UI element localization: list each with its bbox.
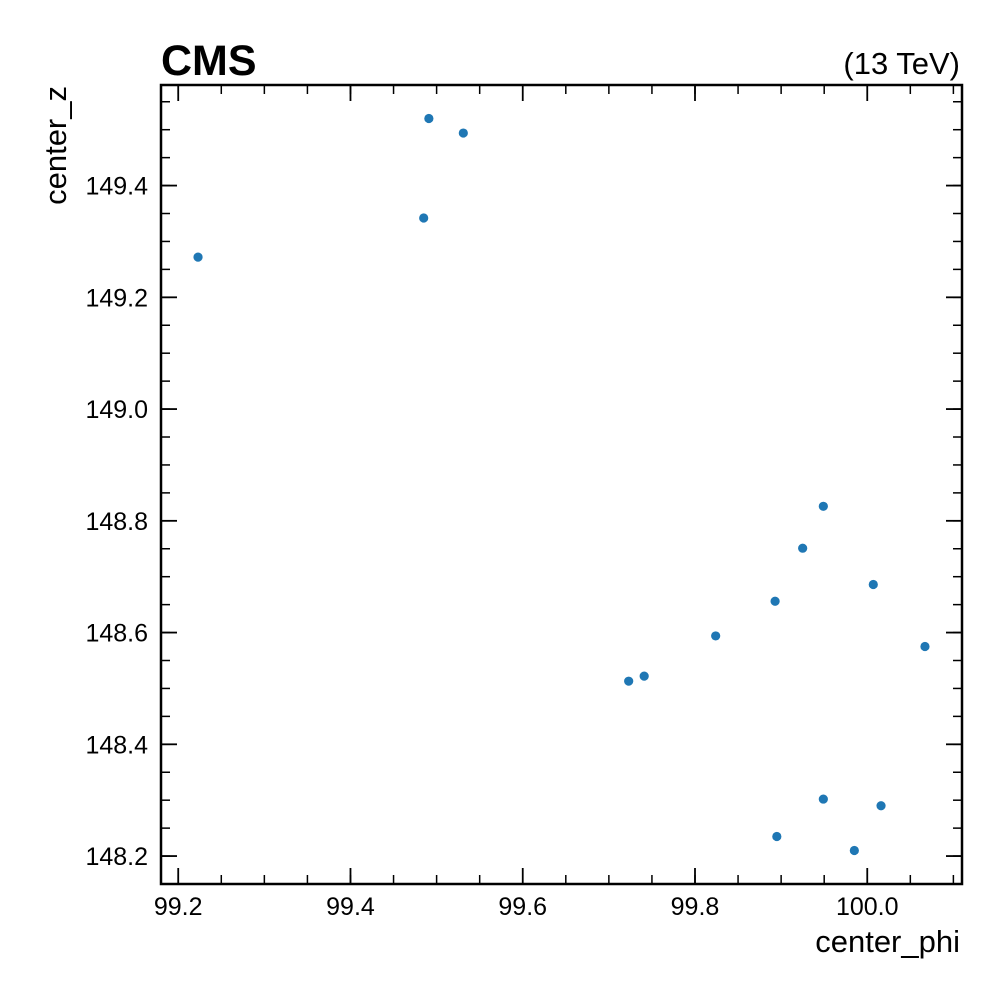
data-point — [639, 671, 649, 681]
data-point — [868, 579, 878, 590]
y-tick-label: 148.4 — [85, 731, 148, 759]
x-tick-label: 99.2 — [154, 893, 203, 921]
y-tick-label: 149.4 — [85, 173, 148, 201]
energy-label: (13 TeV) — [843, 46, 960, 81]
y-tick-label: 148.2 — [85, 843, 148, 871]
data-point — [818, 501, 828, 511]
experiment-label: CMS — [161, 37, 257, 85]
data-point — [772, 831, 782, 842]
data-point — [876, 801, 886, 811]
y-tick-label: 149.0 — [85, 396, 148, 424]
x-axis-title: center_phi — [815, 924, 960, 959]
data-point — [770, 596, 780, 606]
axis-ticks — [161, 85, 962, 885]
y-axis-title: center_z — [38, 86, 73, 205]
data-points — [193, 113, 930, 856]
y-tick-label: 149.2 — [85, 284, 148, 312]
x-tick-label: 99.6 — [498, 893, 547, 921]
data-point — [920, 641, 930, 652]
x-tick-label: 99.4 — [326, 893, 375, 921]
plot-frame — [159, 83, 964, 886]
tick-labels: 99.2 99.4 99.6 99.8 100.0 148.2 148.4 148.6 148.… — [85, 173, 898, 921]
x-tick-label: 99.8 — [671, 893, 720, 921]
data-point — [419, 213, 429, 223]
y-tick-label: 148.6 — [85, 620, 148, 648]
data-point — [849, 845, 859, 856]
y-tick-label: 148.8 — [85, 508, 148, 536]
data-point — [193, 252, 203, 262]
data-point — [624, 676, 634, 686]
data-point — [458, 128, 468, 138]
data-point — [711, 631, 721, 641]
x-tick-label: 100.0 — [836, 893, 899, 921]
data-point — [798, 543, 808, 553]
data-point — [424, 113, 434, 124]
data-point — [818, 794, 828, 804]
